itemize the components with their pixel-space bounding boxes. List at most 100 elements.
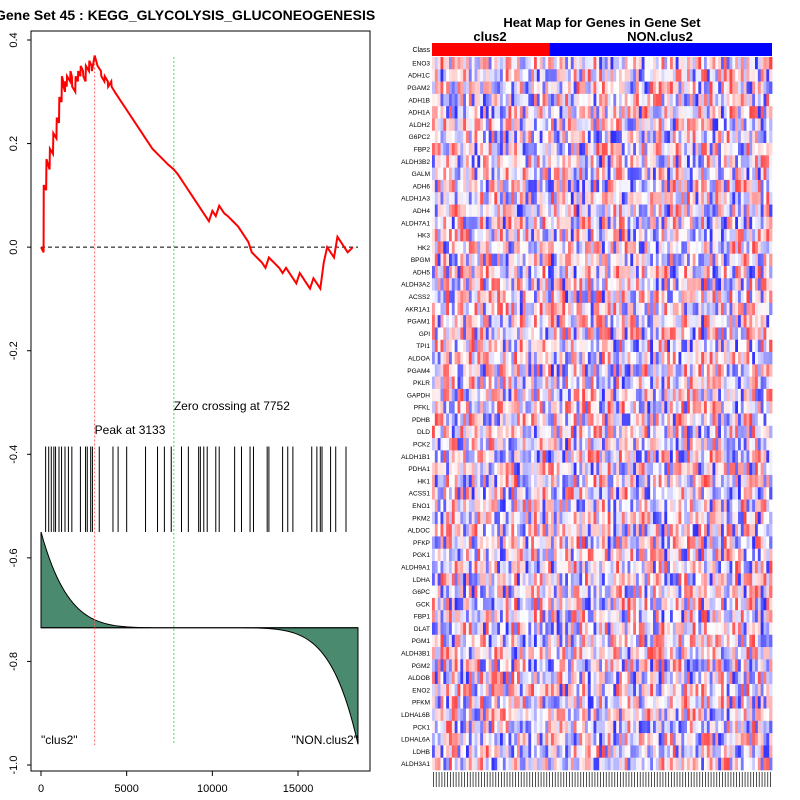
heatmap-cell [585, 339, 589, 353]
heatmap-cell [681, 388, 685, 402]
heatmap-cell [474, 315, 478, 328]
heatmap-cell [684, 511, 688, 525]
heatmap-cell [735, 204, 739, 218]
heatmap-cell [485, 278, 490, 291]
heatmap-cell [658, 474, 662, 488]
heatmap-cell [451, 524, 456, 537]
heatmap-cell [616, 143, 620, 156]
heatmap-cell [738, 130, 742, 144]
heatmap-cell [616, 401, 620, 414]
heatmap-cell [743, 536, 747, 550]
heatmap-cell [706, 536, 711, 550]
heatmap-cell [534, 462, 538, 476]
heatmap-cell [738, 229, 742, 242]
heatmap-cell [483, 253, 487, 267]
heatmap-cell [655, 401, 660, 414]
heatmap-cell [633, 339, 637, 353]
heatmap-cell [585, 487, 589, 500]
heatmap-cell [432, 536, 436, 550]
heatmap-cell [709, 290, 713, 304]
heatmap-cell [610, 192, 614, 205]
heatmap-cell [735, 143, 739, 156]
heatmap-cell [718, 462, 722, 476]
heatmap-cell [457, 69, 461, 82]
heatmap-cell [610, 179, 614, 193]
heatmap-cell [590, 388, 594, 402]
heatmap-cell [715, 155, 719, 168]
heatmap-cell [619, 401, 623, 414]
heatmap-cell [587, 352, 592, 365]
heatmap-cell [497, 118, 501, 132]
heatmap-cell [454, 499, 458, 513]
heatmap-cell [692, 339, 696, 353]
heatmap-cell [627, 388, 631, 402]
heatmap-cell [723, 143, 728, 156]
heatmap-cell [658, 143, 662, 156]
heatmap-cell [579, 536, 583, 550]
heatmap-cell [621, 167, 626, 181]
heatmap-cell [480, 57, 484, 70]
heatmap-cell [576, 93, 580, 107]
heatmap-cell [681, 216, 685, 230]
heatmap-cell [755, 376, 759, 390]
heatmap-cell [655, 302, 660, 316]
heatmap-cell [514, 81, 518, 95]
heatmap-cell [519, 352, 524, 365]
gene-hit-ticks [45, 446, 347, 532]
heatmap-cell [749, 69, 753, 82]
heatmap-cell [562, 450, 566, 463]
heatmap-cell [630, 413, 634, 427]
heatmap-cell [735, 278, 739, 291]
heatmap-cell [712, 524, 716, 537]
heatmap-cell [573, 290, 577, 304]
heatmap-cell [709, 487, 713, 500]
heatmap-cell [701, 93, 705, 107]
heatmap-cell [709, 81, 713, 95]
heatmap-cell [570, 253, 575, 267]
heatmap-cell [721, 216, 725, 230]
heatmap-cell [593, 462, 597, 476]
heatmap-cell [488, 265, 492, 279]
heatmap-cell [446, 524, 450, 537]
heatmap-cell [500, 376, 504, 390]
heatmap-cell [582, 216, 586, 230]
heatmap-cell [627, 376, 631, 390]
heatmap-cell [582, 401, 586, 414]
heatmap-cell [670, 315, 674, 328]
heatmap-cell [454, 143, 458, 156]
heatmap-cell [457, 81, 461, 95]
heatmap-cell [514, 376, 518, 390]
heatmap-cell [701, 536, 705, 550]
heatmap-cell [553, 401, 558, 414]
heatmap-cell [667, 81, 671, 95]
heatmap-cell [536, 388, 541, 402]
heatmap-cell [545, 265, 549, 279]
heatmap-cell [488, 376, 492, 390]
heatmap-cell [502, 401, 507, 414]
heatmap-cell [502, 352, 507, 365]
heatmap-cell [658, 106, 662, 119]
heatmap-cell [596, 302, 600, 316]
heatmap-cell [539, 106, 543, 119]
heatmap-cell [485, 388, 490, 402]
heatmap-cell [437, 204, 441, 218]
heatmap-cell [508, 499, 512, 513]
heatmap-cell [752, 118, 756, 132]
heatmap-cell [599, 204, 603, 218]
heatmap-cell [559, 438, 563, 451]
heatmap-cell [760, 302, 764, 316]
heatmap-cell [695, 438, 699, 451]
heatmap-cell [485, 511, 490, 525]
heatmap-cell [553, 253, 558, 267]
heatmap-cell [599, 327, 603, 341]
heatmap-cell [695, 179, 699, 193]
heatmap-cell [684, 474, 688, 488]
heatmap-cell [721, 253, 725, 267]
heatmap-cell [565, 69, 569, 82]
heatmap-cell [735, 290, 739, 304]
heatmap-cell [661, 265, 665, 279]
heatmap-cell [613, 167, 617, 181]
heatmap-cell [599, 474, 603, 488]
heatmap-cell [471, 229, 475, 242]
heatmap-cell [604, 388, 609, 402]
